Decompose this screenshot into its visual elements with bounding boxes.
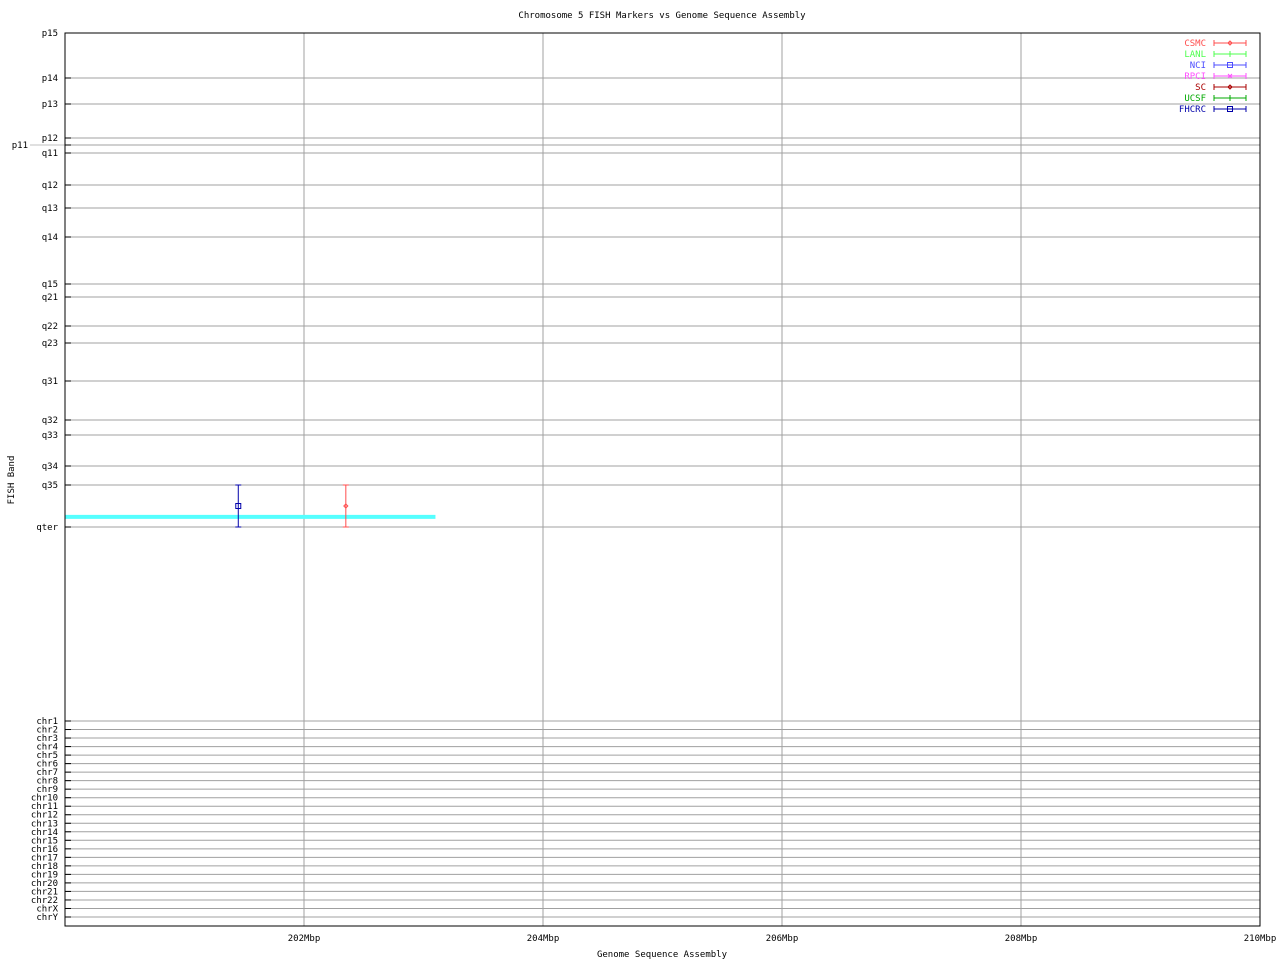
y-tick-label: q31 bbox=[42, 377, 58, 387]
marker-diamond bbox=[1227, 84, 1233, 90]
y-tick-label: q34 bbox=[42, 462, 58, 472]
y-tick-label: chr1 bbox=[36, 717, 58, 727]
y-tick-label: chr18 bbox=[31, 862, 58, 872]
y-tick-label: chrX bbox=[36, 904, 58, 914]
y-tick-label: chr13 bbox=[31, 819, 58, 829]
legend-label: CSMC bbox=[1184, 39, 1206, 49]
y-tick-label: q14 bbox=[42, 233, 58, 243]
x-tick-label: 204Mbp bbox=[527, 934, 560, 944]
marker-square bbox=[235, 503, 242, 509]
marker-square bbox=[1227, 106, 1233, 112]
x-tick-label: 208Mbp bbox=[1005, 934, 1038, 944]
y-tick-label: chr16 bbox=[31, 845, 58, 855]
y-tick-label: chr11 bbox=[31, 802, 58, 812]
y-tick-label: chr5 bbox=[36, 751, 58, 761]
y-tick-label: chr4 bbox=[36, 743, 58, 753]
y-tick-label: p11 bbox=[12, 141, 28, 151]
y-tick-label: p14 bbox=[42, 74, 58, 84]
y-tick-label: q23 bbox=[42, 339, 58, 349]
legend-label: NCI bbox=[1190, 61, 1206, 71]
legend-label: RPCI bbox=[1184, 72, 1206, 82]
x-tick-label: 206Mbp bbox=[766, 934, 799, 944]
marker-square bbox=[1227, 62, 1233, 68]
y-tick-label: chr21 bbox=[31, 887, 58, 897]
y-tick-label: chr8 bbox=[36, 777, 58, 787]
data-marks bbox=[65, 484, 436, 528]
y-tick-label: q22 bbox=[42, 322, 58, 332]
x-tick-label: 210Mbp bbox=[1244, 934, 1277, 944]
marker-diamond bbox=[343, 503, 349, 509]
y-tick-label: chr12 bbox=[31, 811, 58, 821]
chart-title: Chromosome 5 FISH Markers vs Genome Sequ… bbox=[518, 11, 806, 21]
legend-label: UCSF bbox=[1184, 94, 1206, 104]
y-tick-label: q11 bbox=[42, 149, 58, 159]
y-tick-label: chr22 bbox=[31, 896, 58, 906]
y-tick-label: p12 bbox=[42, 134, 58, 144]
y-tick-label: q32 bbox=[42, 416, 58, 426]
y-tick-label: chr3 bbox=[36, 734, 58, 744]
y-tick-label: chr17 bbox=[31, 853, 58, 863]
plot-border bbox=[64, 32, 1261, 927]
y-tick-label: q13 bbox=[42, 204, 58, 214]
y-tick-label: chr19 bbox=[31, 870, 58, 880]
axis-ticks: p15 p14 p13 p12 p11 q11 q12 q13 q14 q15 q21 q22 q23 q… bbox=[12, 29, 1277, 944]
grid bbox=[65, 32, 1261, 926]
y-tick-label: qter bbox=[36, 523, 58, 533]
y-tick-label: chr10 bbox=[31, 794, 58, 804]
y-tick-label: q33 bbox=[42, 431, 58, 441]
y-tick-label: q15 bbox=[42, 280, 58, 290]
legend-label: FHCRC bbox=[1179, 105, 1206, 115]
y-tick-label: chr14 bbox=[31, 828, 58, 838]
x-tick-label: 202Mbp bbox=[288, 934, 321, 944]
y-tick-label: chr6 bbox=[36, 760, 58, 770]
y-tick-label: chr20 bbox=[31, 879, 58, 889]
y-tick-label: q12 bbox=[42, 181, 58, 191]
y-tick-label: chr15 bbox=[31, 836, 58, 846]
marker-cross bbox=[1227, 73, 1233, 79]
y-tick-label: q35 bbox=[42, 481, 58, 491]
y-tick-label: p15 bbox=[42, 29, 58, 39]
y-tick-label: p13 bbox=[42, 100, 58, 110]
y-axis-label: FISH Band bbox=[7, 456, 17, 505]
y-tick-label: q21 bbox=[42, 293, 58, 303]
legend-label: LANL bbox=[1184, 50, 1206, 60]
legend-label: SC bbox=[1195, 83, 1206, 93]
y-tick-label: chr9 bbox=[36, 785, 58, 795]
y-tick-label: chrY bbox=[36, 913, 58, 923]
marker-diamond bbox=[1227, 40, 1233, 46]
x-axis-label: Genome Sequence Assembly bbox=[597, 950, 728, 960]
y-tick-label: chr7 bbox=[36, 768, 58, 778]
y-tick-label: chr2 bbox=[36, 726, 58, 736]
